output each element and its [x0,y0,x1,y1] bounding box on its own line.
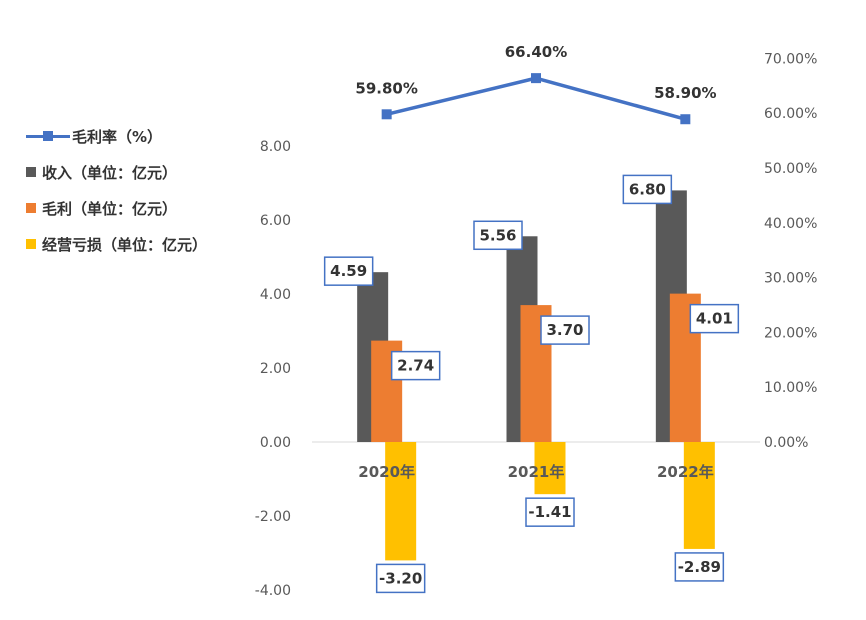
y-left-tick-label: 2.00 [260,361,291,377]
data-label-revenue-box [473,220,523,251]
y-right-tick-label: 10.00% [764,380,817,396]
bar-loss [534,442,566,495]
y-right-tick-label: 0.00% [764,435,808,451]
legend-label-revenue: 收入（单位：亿元） [42,163,178,182]
square-icon [26,167,36,177]
data-label-gross_profit-box [390,350,441,381]
bar-loss [683,442,715,549]
data-label-margin: 66.40% [505,43,567,61]
data-label-revenue: 6.80 [629,180,666,198]
y-right-tick-label: 50.00% [764,161,817,177]
y-left-tick-label: -2.00 [255,509,291,525]
legend: 毛利率（%） 收入（单位：亿元） 毛利（单位：亿元） 经营亏损（单位：亿元） [26,118,256,262]
line-point-margin [531,73,541,84]
line-point-margin [680,114,691,125]
data-label-gross_profit-box [689,303,740,334]
x-tick-label: 2020年 [358,463,415,481]
line-marker-icon [26,130,70,142]
legend-item-margin: 毛利率（%） [26,118,256,154]
data-label-gross_profit: 2.74 [397,357,434,375]
y-left-tick-label: 6.00 [260,213,291,229]
y-right-tick-label: 30.00% [764,271,817,287]
data-label-loss: -1.41 [528,503,571,521]
y-left-tick-label: 4.00 [260,287,291,303]
data-label-gross_profit-box [540,315,590,345]
legend-label-loss: 经营亏损（单位：亿元） [42,235,208,254]
data-label-revenue: 4.59 [330,262,367,280]
line-point-margin [381,109,392,120]
data-label-gross_profit: 3.70 [546,321,583,339]
y-left-tick-label: -4.00 [255,583,291,599]
data-label-loss-box [375,563,426,594]
x-tick-label: 2022年 [657,463,714,481]
data-label-revenue-box [622,174,673,205]
data-label-margin: 59.80% [355,79,417,97]
legend-label-gross-profit: 毛利（单位：亿元） [42,199,178,218]
y-left-tick-label: 8.00 [260,139,291,155]
square-icon [26,239,36,249]
data-label-gross_profit: 4.01 [696,310,733,328]
line-margin [386,76,686,121]
legend-item-revenue: 收入（单位：亿元） [26,154,256,190]
data-label-loss-box [525,497,575,527]
legend-item-loss: 经营亏损（单位：亿元） [26,226,256,262]
y-right-tick-label: 20.00% [764,325,817,341]
x-tick-label: 2021年 [508,463,565,481]
data-label-revenue-box [323,256,374,286]
data-label-loss-box [674,552,725,582]
y-right-tick-label: 60.00% [764,106,817,122]
square-icon [26,203,36,213]
y-right-tick-label: 40.00% [764,216,817,232]
data-label-loss: -2.89 [678,558,721,576]
bar-loss [385,442,417,561]
y-left-tick-label: 0.00 [260,435,291,451]
data-label-margin: 58.90% [654,84,716,102]
data-label-loss: -3.20 [379,569,422,587]
data-label-revenue: 5.56 [479,226,516,244]
legend-label-margin: 毛利率（%） [72,127,163,146]
y-right-tick-label: 70.00% [764,51,817,67]
legend-item-gross-profit: 毛利（单位：亿元） [26,190,256,226]
